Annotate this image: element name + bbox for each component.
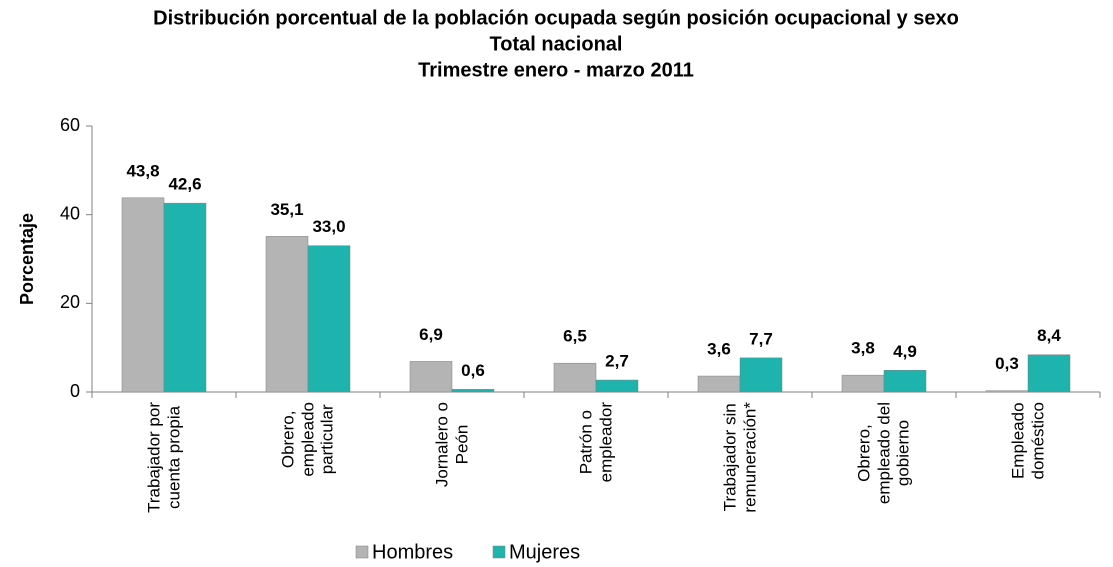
chart-subtitle: Total nacional [490, 33, 623, 55]
value-label: 4,9 [893, 342, 917, 361]
y-tick-label: 40 [60, 203, 80, 223]
x-tick-label: Empleado doméstico [1008, 402, 1047, 480]
bar [121, 197, 165, 393]
x-tick-label: Jornalero o Peón [432, 402, 471, 488]
value-label: 42,6 [168, 175, 201, 194]
bar [985, 390, 1029, 393]
legend-label: Mujeres [509, 541, 580, 563]
chart-title: Distribución porcentual de la población … [153, 7, 959, 29]
bar [163, 202, 207, 393]
value-label: 33,0 [312, 217, 345, 236]
y-tick-label: 60 [60, 115, 80, 135]
bar [409, 361, 453, 393]
y-tick-label: 0 [70, 381, 80, 401]
x-tick-label: Trabajador por cuenta propia [144, 402, 183, 513]
chart-subtitle: Trimestre enero - marzo 2011 [418, 59, 694, 81]
value-label: 6,9 [419, 325, 443, 344]
bar [553, 362, 597, 393]
value-label: 0,3 [995, 354, 1019, 373]
x-tick-label: Trabajador sin remuneración* [720, 402, 759, 513]
x-tick-label: Patrón o empleador [576, 402, 615, 483]
x-tick-label: Obrero, empleado del gobierno [854, 402, 913, 505]
value-label: 3,6 [707, 340, 731, 359]
bar [883, 370, 927, 393]
bar [1027, 354, 1071, 393]
bar [265, 236, 309, 393]
bar [739, 357, 783, 393]
value-label: 6,5 [563, 327, 587, 346]
value-label: 3,8 [851, 339, 875, 358]
value-label: 7,7 [749, 329, 773, 348]
bar [451, 389, 495, 393]
bar [595, 379, 639, 393]
y-tick-label: 20 [60, 292, 80, 312]
legend-swatch [355, 545, 369, 559]
bar [841, 374, 885, 393]
value-label: 35,1 [270, 200, 303, 219]
value-label: 2,7 [605, 352, 629, 371]
legend-label: Hombres [372, 541, 453, 563]
value-label: 43,8 [126, 161, 159, 180]
legend-swatch [492, 545, 506, 559]
bar [307, 245, 351, 393]
value-label: 0,6 [461, 361, 485, 380]
x-tick-label: Obrero, empleado particular [278, 402, 337, 477]
y-axis-label: Porcentaje [17, 213, 37, 305]
value-label: 8,4 [1037, 326, 1061, 345]
bar [697, 375, 741, 393]
